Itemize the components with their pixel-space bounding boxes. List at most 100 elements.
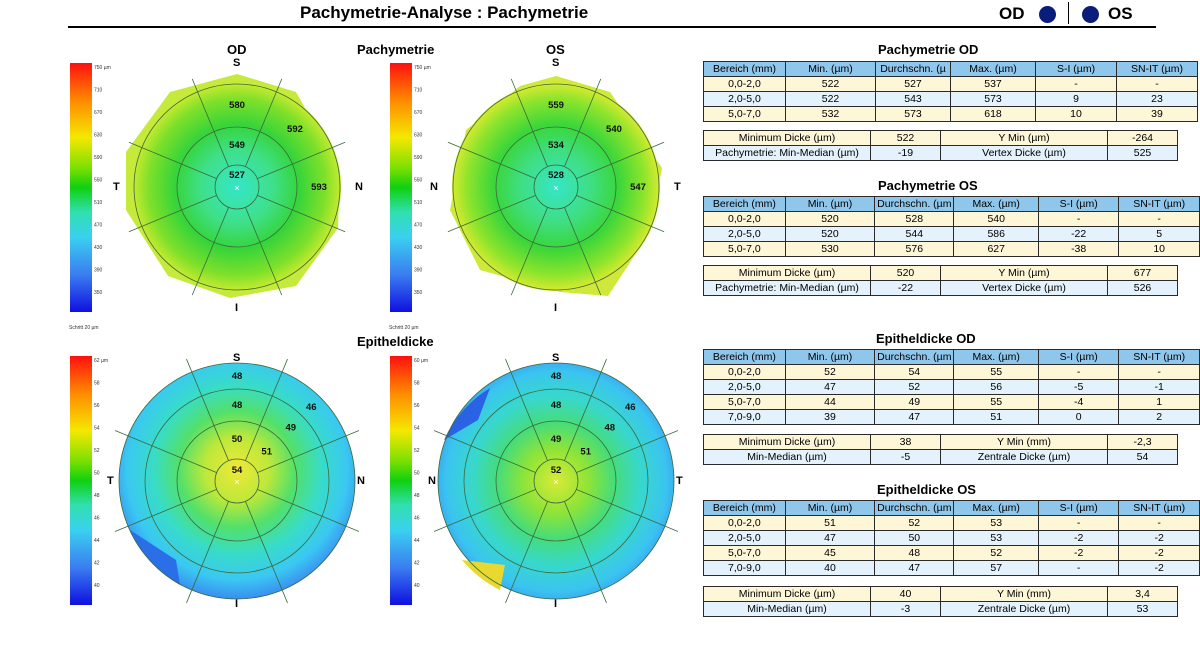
summary-cell: Pachymetrie: Min-Median (µm) [703, 280, 871, 296]
table-cell: 2,0-5,0 [703, 91, 786, 107]
thickness-maps: 750 µm 710 670 630 590 550 510 470 430 390 350 Schr… [69, 63, 679, 605]
pachy-os-table: Bereich (mm) Min. (µm) Durchschn. (µm Max. … [703, 196, 1200, 257]
table-cell: 627 [953, 241, 1039, 257]
table-cell: 56 [953, 379, 1039, 395]
table-header-cell: SN-IT (µm) [1118, 349, 1200, 365]
table-cell: -38 [1037, 241, 1120, 257]
os-eye-label: OS [1108, 4, 1133, 23]
epi-os-scale-tick: 58 [414, 381, 420, 387]
summary-cell: Pachymetrie: Min-Median (µm) [703, 145, 871, 161]
map-ring [533, 164, 579, 210]
table-header-cell: Durchschn. (µm [874, 500, 955, 516]
summary-row: Min-Median (µm) -3 Zentrale Dicke (µm) 53 [703, 601, 1178, 617]
table-cell: 522 [785, 91, 876, 107]
center-mark-icon: × [234, 183, 239, 193]
summary-cell: Minimum Dicke (µm) [703, 265, 871, 281]
center-mark-icon: × [553, 477, 558, 487]
table-cell: - [1116, 76, 1198, 92]
table-cell: 50 [874, 530, 955, 546]
summary-cell: 520 [870, 265, 941, 281]
table-cell: 51 [784, 515, 876, 531]
page-title: Pachymetrie-Analyse : Pachymetrie [300, 3, 589, 22]
table-header-cell: SN-IT (µm) [1118, 500, 1200, 516]
summary-cell: -264 [1107, 130, 1178, 146]
table-cell: 520 [784, 211, 876, 227]
map-spoke [576, 141, 665, 179]
os-eye-dot-icon[interactable] [1082, 6, 1099, 23]
epi-os-ring1-value: 49 [551, 434, 562, 445]
epi-os-scale-tick: 52 [414, 448, 420, 454]
table-cell: 55 [953, 364, 1039, 380]
pachy-os-scale-tick: 350 [414, 290, 423, 296]
table-cell: 49 [874, 394, 955, 410]
map-ring [214, 458, 260, 504]
table-header-cell: Durchschn. (µm [874, 349, 955, 365]
table-cell: 543 [875, 91, 951, 107]
table-row: 7,0-9,0 39 47 51 0 2 [703, 409, 1200, 425]
epi-os-map [438, 363, 674, 599]
epi-os-ring1-value: 51 [580, 446, 591, 457]
table-cell: 2,0-5,0 [703, 530, 786, 546]
epi-od-scale-tick: 44 [94, 538, 100, 544]
od-dir-t: T [113, 181, 120, 193]
epi-os-summary-table: Minimum Dicke (µm) 40 Y Min (mm) 3,4 Min-Med… [703, 586, 1178, 617]
table-cell: 5,0-7,0 [703, 106, 786, 122]
table-cell: 532 [785, 106, 876, 122]
table-cell: - [1037, 211, 1120, 227]
table-row: 0,0-2,0 51 52 53- - [703, 515, 1200, 531]
table-cell: 5 [1118, 226, 1200, 242]
table-cell: 5,0-7,0 [703, 394, 786, 410]
summary-cell: 54 [1107, 449, 1178, 465]
summary-cell: 525 [1107, 145, 1178, 161]
table-cell: 2 [1118, 409, 1200, 425]
map-ring [495, 126, 617, 248]
epi-od-scale-tick: 48 [94, 493, 100, 499]
pachy-os-table-title: Pachymetrie OS [878, 178, 978, 193]
table-cell: 573 [875, 106, 951, 122]
table-cell: 576 [874, 241, 955, 257]
od-eye-dot-icon[interactable] [1039, 6, 1056, 23]
pachy-od-summary-table: Minimum Dicke (µm) 522 Y Min (µm) -264 Pachy… [703, 130, 1178, 161]
summary-cell: 522 [870, 130, 941, 146]
epi-os-ring2-value: 48 [604, 422, 615, 433]
table-cell: 52 [784, 364, 876, 380]
pachy-od-map [126, 74, 341, 298]
summary-cell: 38 [870, 434, 941, 450]
summary-row: Minimum Dicke (µm) 40 Y Min (mm) 3,4 [703, 586, 1178, 602]
table-cell: 52 [874, 379, 955, 395]
map-ring [463, 388, 649, 574]
table-row: 5,0-7,0 530 576 627 -38 10 [703, 241, 1200, 257]
map-spoke [114, 430, 217, 473]
pachy-od-center-value: 527 [229, 170, 245, 181]
epi-os-ring3-value: 46 [625, 402, 636, 413]
table-cell: 52 [953, 545, 1039, 561]
table-cell: -2 [1037, 530, 1120, 546]
table-header-cell: Max. (µm) [953, 500, 1039, 516]
summary-cell: Min-Median (µm) [703, 601, 871, 617]
epi-od-ring3-value: 48 [232, 371, 243, 382]
map-spoke [245, 501, 288, 604]
map-spoke [245, 358, 288, 461]
map-spoke [576, 489, 679, 532]
summary-cell: Vertex Dicke (µm) [940, 280, 1108, 296]
table-cell: 5,0-7,0 [703, 241, 786, 257]
table-cell: 47 [784, 530, 876, 546]
epi-od-center-value: 54 [232, 465, 243, 476]
summary-cell: Y Min (mm) [940, 586, 1108, 602]
table-cell: 520 [784, 226, 876, 242]
table-cell: 52 [874, 515, 955, 531]
center-mark-icon: × [553, 183, 558, 193]
table-cell: - [1118, 364, 1200, 380]
summary-cell: Minimum Dicke (µm) [703, 586, 871, 602]
table-cell: 9 [1035, 91, 1117, 107]
table-cell: - [1037, 364, 1120, 380]
epi-os-dir-s: S [552, 352, 560, 364]
table-row: 5,0-7,0 45 48 52 -2 -2 [703, 545, 1200, 561]
epi-od-scale-tick: 40 [94, 583, 100, 589]
map-spoke [447, 141, 536, 179]
table-cell: -4 [1037, 394, 1120, 410]
table-cell: 54 [874, 364, 955, 380]
pachy-od-scale-tick: 350 [94, 290, 103, 296]
pachy-od-scale-tick: 550 [94, 178, 103, 184]
summary-cell: 677 [1107, 265, 1178, 281]
